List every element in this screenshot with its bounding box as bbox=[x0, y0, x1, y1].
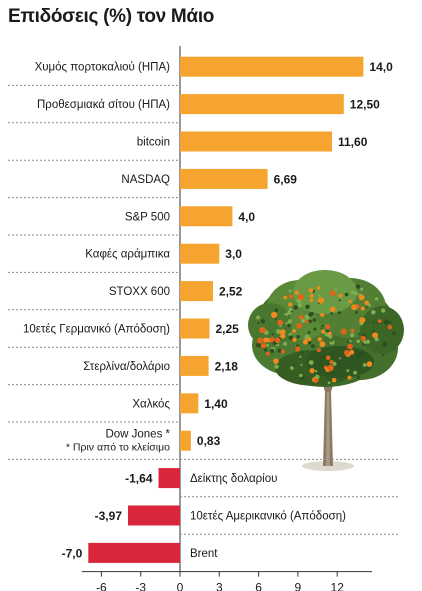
value-label: 2,18 bbox=[215, 359, 239, 373]
category-label: Brent bbox=[190, 548, 218, 560]
category-label: 10ετές Αμερικανικό (Απόδοση) bbox=[190, 511, 346, 523]
annotation-note: * Πριν από το κλείσιμο bbox=[66, 442, 170, 454]
category-label: Προθεσμιακά σίτου (ΗΠΑ) bbox=[37, 99, 170, 111]
bar bbox=[180, 430, 191, 451]
value-label: 3,0 bbox=[225, 247, 242, 261]
bar bbox=[158, 468, 180, 489]
bar bbox=[88, 542, 180, 563]
category-label: Στερλίνα/δολάριο bbox=[83, 361, 170, 373]
value-label: 11,60 bbox=[338, 135, 368, 149]
category-label: Καφές αράμπικα bbox=[85, 249, 170, 261]
bar bbox=[180, 243, 220, 264]
value-label: -7,0 bbox=[62, 546, 83, 560]
bar bbox=[180, 206, 233, 227]
chart-title: Επιδόσεις (%) τον Μάιο bbox=[8, 6, 215, 27]
x-tick-label: 9 bbox=[295, 581, 302, 591]
x-axis: -6 -3 0 3 6 9 12 bbox=[81, 571, 372, 591]
bar bbox=[128, 505, 180, 526]
category-label: STOXX 600 bbox=[109, 286, 170, 298]
value-label: 2,25 bbox=[216, 322, 240, 336]
value-label: 0,83 bbox=[197, 434, 221, 448]
value-label: 1,40 bbox=[204, 397, 228, 411]
bar bbox=[180, 56, 364, 77]
category-label: NASDAQ bbox=[121, 174, 170, 186]
x-tick-label: 0 bbox=[177, 581, 184, 591]
orange-tree-illustration bbox=[248, 270, 404, 471]
x-tick-label: 6 bbox=[255, 581, 262, 591]
category-label: Χυμός πορτοκαλιού (ΗΠΑ) bbox=[35, 62, 171, 74]
category-label: Dow Jones * bbox=[105, 429, 170, 441]
bar bbox=[180, 393, 199, 414]
x-tick-label: -3 bbox=[135, 581, 146, 591]
category-label: Χαλκός bbox=[132, 398, 170, 410]
bar bbox=[180, 355, 209, 376]
bar bbox=[180, 318, 210, 339]
bar bbox=[180, 131, 332, 152]
value-label: 4,0 bbox=[238, 210, 255, 224]
x-tick-label: -6 bbox=[96, 581, 107, 591]
value-label: 2,52 bbox=[219, 285, 243, 299]
category-label: 10ετές Γερμανικό (Απόδοση) bbox=[23, 324, 170, 336]
bar bbox=[180, 168, 268, 189]
chart-rows: 14,0 Χυμός πορτοκαλιού (ΗΠΑ) 12,50 Προθεσμι… bbox=[8, 46, 400, 572]
value-label: -3,97 bbox=[95, 509, 123, 523]
value-label: 14,0 bbox=[369, 60, 393, 74]
value-label: 6,69 bbox=[274, 172, 298, 186]
category-label: bitcoin bbox=[137, 137, 170, 149]
x-tick-label: 3 bbox=[216, 581, 223, 591]
x-tick-label: 12 bbox=[331, 581, 345, 591]
bar bbox=[180, 281, 213, 302]
value-label: -1,64 bbox=[125, 472, 153, 486]
category-label: Δείκτης δολαρίου bbox=[190, 473, 277, 485]
bar bbox=[180, 94, 344, 115]
value-label: 12,50 bbox=[350, 98, 380, 112]
category-label: S&P 500 bbox=[125, 211, 170, 223]
